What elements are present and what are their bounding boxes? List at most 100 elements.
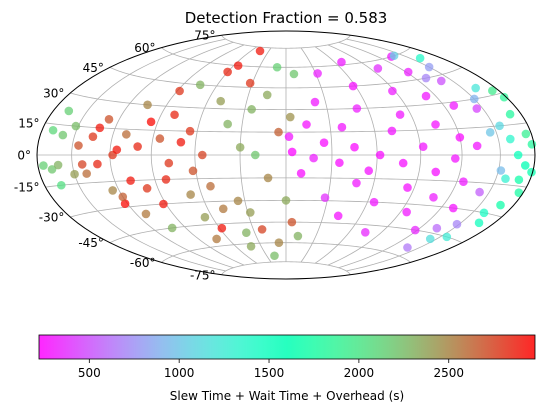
scatter-point — [337, 57, 346, 67]
scatter-point — [452, 219, 462, 229]
colorbar-tick-label: 500 — [78, 366, 101, 380]
colorbar-tick-label: 2500 — [433, 366, 464, 380]
scatter-point — [126, 176, 135, 185]
scatter-point — [176, 137, 186, 147]
scatter-point — [287, 217, 297, 227]
scatter-point — [431, 167, 441, 177]
scatter-point — [313, 69, 322, 78]
scatter-point — [450, 154, 460, 163]
scatter-point — [281, 196, 291, 205]
scatter-point — [398, 158, 408, 168]
scatter-point — [82, 169, 91, 178]
longitude-gridline — [150, 44, 245, 266]
scatter-point — [246, 241, 256, 251]
scatter-point — [112, 145, 122, 155]
scatter-point — [217, 223, 227, 233]
chart-title: Detection Fraction = 0.583 — [185, 9, 388, 27]
scatter-point — [212, 234, 221, 244]
scatter-point — [501, 174, 510, 183]
scatter-point — [448, 203, 458, 213]
scatter-point — [496, 200, 505, 210]
scatter-point — [455, 133, 465, 142]
data-points — [39, 46, 537, 261]
scatter-point — [155, 134, 165, 143]
latitude-tick-label: 60° — [134, 41, 155, 55]
colorbar-tick-label: 1000 — [164, 366, 195, 380]
latitude-tick-label: 75° — [194, 29, 215, 43]
latitude-tick-label: -75° — [190, 268, 216, 282]
scatter-point — [245, 208, 255, 217]
scatter-point — [247, 105, 256, 114]
latitude-tick-label: 15° — [18, 116, 39, 130]
scatter-point — [475, 187, 484, 197]
scatter-point — [506, 134, 515, 144]
scatter-point — [403, 243, 412, 252]
scatter-point — [410, 225, 420, 235]
latitude-tick-label: 45° — [83, 61, 104, 75]
colorbar-label: Slew Time + Wait Time + Overhead (s) — [170, 389, 404, 403]
scatter-point — [514, 188, 524, 197]
longitude-gridline — [300, 47, 333, 263]
scatter-point — [310, 97, 320, 107]
latitude-tick-label: 30° — [43, 87, 64, 101]
scatter-point — [474, 218, 484, 228]
scatter-point — [387, 126, 397, 136]
scatter-point — [47, 165, 57, 174]
scatter-point — [167, 223, 177, 233]
scatter-point — [402, 207, 411, 217]
scatter-point — [360, 228, 370, 237]
scatter-point — [39, 161, 48, 170]
scatter-point — [133, 142, 142, 151]
scatter-point — [142, 184, 152, 193]
scatter-point — [93, 159, 102, 169]
scatter-point — [262, 90, 272, 100]
scatter-point — [64, 106, 74, 116]
scatter-point — [403, 67, 413, 77]
scatter-point — [333, 211, 343, 221]
scatter-point — [449, 101, 459, 110]
scatter-point — [472, 141, 482, 151]
scatter-point — [270, 251, 279, 261]
scatter-point — [388, 86, 397, 96]
scatter-point — [161, 175, 171, 184]
scatter-point — [164, 158, 174, 168]
scatter-point — [146, 117, 156, 127]
scatter-point — [200, 212, 210, 222]
scatter-point — [432, 223, 442, 233]
scatter-point — [159, 199, 168, 209]
map-boundary — [36, 30, 536, 280]
scatter-point — [395, 110, 405, 119]
scatter-point — [251, 150, 260, 160]
scatter-point — [421, 91, 431, 101]
scatter-point — [245, 78, 255, 88]
scatter-point — [418, 142, 428, 151]
scatter-point — [505, 109, 515, 119]
scatter-point — [415, 53, 425, 63]
scatter-point — [233, 61, 243, 70]
scatter-point — [488, 86, 497, 95]
scatter-point — [206, 181, 215, 191]
scatter-point — [235, 142, 245, 152]
scatter-point — [56, 180, 66, 190]
scatter-point — [364, 166, 374, 176]
scatter-point — [77, 160, 87, 169]
latitude-tick-label: -45° — [78, 236, 104, 250]
scatter-point — [348, 81, 358, 91]
scatter-point — [74, 141, 83, 150]
scatter-point — [296, 169, 306, 178]
scatter-point — [186, 190, 195, 199]
colorbar-tick-label: 1500 — [254, 366, 285, 380]
scatter-point — [479, 208, 489, 218]
scatter-point — [469, 94, 479, 104]
scatter-point — [319, 138, 329, 147]
latitude-tick-label: -15° — [14, 181, 40, 195]
scatter-point — [141, 209, 151, 219]
scatter-point — [71, 121, 81, 131]
scatter-point — [389, 51, 399, 61]
scatter-point — [403, 183, 412, 192]
scatter-point — [320, 193, 330, 203]
scatter-point — [195, 80, 205, 90]
scatter-point — [104, 115, 114, 124]
scatter-point — [233, 196, 243, 206]
